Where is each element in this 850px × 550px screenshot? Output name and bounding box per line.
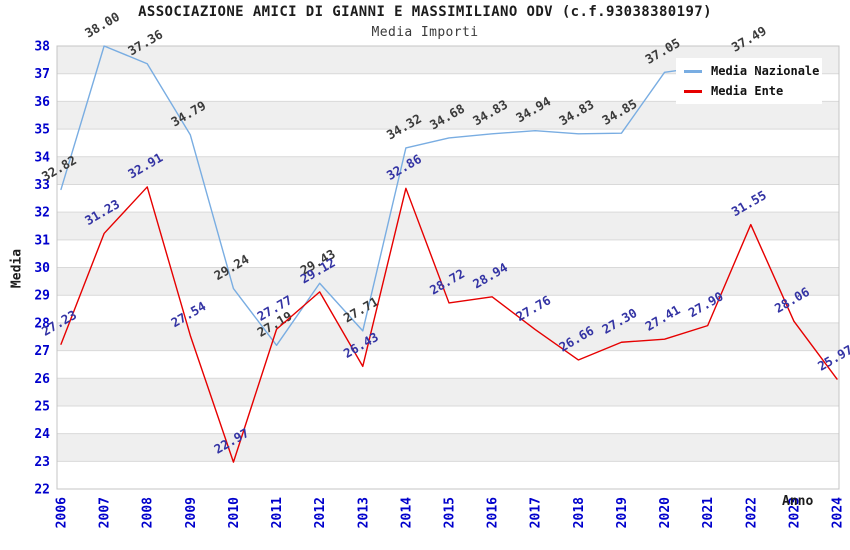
svg-text:27: 27 [34, 344, 50, 359]
series-line-media-ente [60, 186, 838, 463]
svg-text:30: 30 [34, 261, 50, 276]
svg-text:2010: 2010 [227, 497, 242, 528]
svg-text:2009: 2009 [184, 497, 199, 528]
svg-text:2008: 2008 [141, 497, 156, 528]
legend-line-swatch-blue [684, 69, 702, 73]
svg-text:2022: 2022 [744, 497, 759, 528]
svg-text:38: 38 [34, 40, 50, 55]
y-axis-label: Media [9, 248, 25, 289]
svg-text:2024: 2024 [831, 497, 846, 528]
svg-text:23: 23 [34, 455, 50, 470]
svg-text:24: 24 [34, 427, 50, 442]
svg-text:2021: 2021 [701, 497, 716, 528]
svg-text:28: 28 [34, 316, 50, 331]
svg-text:29: 29 [34, 289, 50, 304]
svg-text:2015: 2015 [443, 497, 458, 528]
svg-text:2011: 2011 [270, 497, 285, 528]
svg-text:22: 22 [34, 483, 50, 498]
plot-border [56, 45, 840, 490]
svg-text:33: 33 [34, 178, 50, 193]
svg-text:2023: 2023 [787, 497, 802, 528]
legend-label: Media Ente [711, 84, 784, 98]
legend-line-swatch-red [684, 89, 702, 93]
svg-text:32: 32 [34, 206, 50, 221]
svg-text:2016: 2016 [486, 497, 501, 528]
chart-subtitle: Media Importi [371, 25, 479, 40]
svg-text:2017: 2017 [529, 497, 544, 528]
legend-item-media-nazionale: Media Nazionale [684, 64, 822, 78]
series-line-media-nazionale [60, 45, 752, 347]
svg-text:2012: 2012 [313, 497, 328, 528]
svg-text:2019: 2019 [615, 497, 630, 528]
x-axis-tick-labels: 2006 2007 2008 2009 2010 2011 2012 2013 2014 2015… [55, 497, 846, 528]
svg-text:26: 26 [34, 372, 50, 387]
svg-text:2006: 2006 [55, 497, 70, 528]
svg-text:34: 34 [34, 150, 50, 165]
svg-text:2018: 2018 [572, 497, 587, 528]
legend-item-media-ente: Media Ente [684, 84, 822, 98]
y-axis-tick-labels: 22 23 24 25 26 27 28 29 30 31 32 33 34 35 36 37 38 [34, 40, 50, 498]
svg-text:36: 36 [34, 95, 50, 110]
svg-text:2020: 2020 [658, 497, 673, 528]
svg-text:2014: 2014 [399, 497, 414, 528]
svg-text:35: 35 [34, 123, 50, 138]
legend-label: Media Nazionale [711, 64, 820, 78]
chart-legend: Media Nazionale Media Ente [676, 58, 822, 104]
svg-text:37: 37 [34, 67, 50, 82]
svg-text:2013: 2013 [356, 497, 371, 528]
svg-text:25: 25 [34, 399, 50, 414]
svg-text:31: 31 [34, 233, 50, 248]
svg-text:2007: 2007 [98, 497, 113, 528]
x-axis-label: Anno [782, 494, 814, 509]
chart-title: ASSOCIAZIONE AMICI DI GIANNI E MASSIMILI… [138, 4, 712, 20]
